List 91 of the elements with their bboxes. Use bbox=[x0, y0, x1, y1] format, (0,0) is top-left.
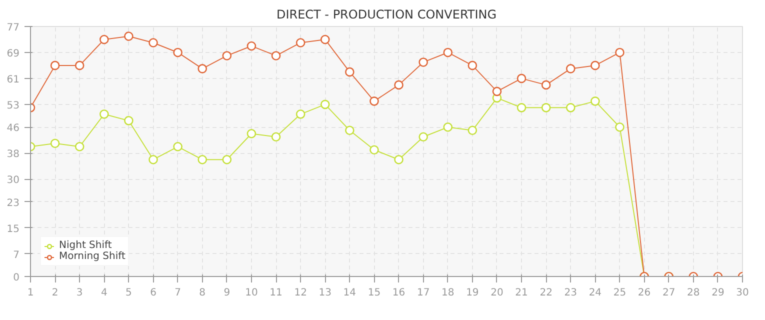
point bbox=[590, 60, 600, 70]
y-tick-label: 15 bbox=[6, 224, 20, 235]
point bbox=[320, 100, 330, 110]
x-tick-label: 1 bbox=[27, 288, 34, 298]
point bbox=[173, 48, 182, 58]
y-tick-label: 53 bbox=[6, 100, 20, 112]
x-tick-label: 27 bbox=[662, 288, 676, 298]
x-tick-label: 11 bbox=[270, 288, 282, 298]
y-tick-label: 69 bbox=[6, 48, 20, 60]
x-tick-label: 23 bbox=[564, 288, 578, 298]
point bbox=[246, 41, 256, 51]
point bbox=[271, 51, 281, 60]
x-tick-label: 9 bbox=[224, 288, 230, 298]
point bbox=[124, 116, 134, 126]
x-tick-label: 8 bbox=[199, 288, 206, 298]
x-tick-label: 22 bbox=[540, 288, 552, 298]
point bbox=[345, 67, 354, 77]
point bbox=[516, 103, 526, 112]
point bbox=[394, 154, 404, 164]
point bbox=[566, 103, 576, 112]
x-tick-label: 30 bbox=[736, 288, 749, 298]
point bbox=[148, 38, 158, 48]
x-tick-label: 29 bbox=[712, 288, 724, 298]
point bbox=[468, 126, 478, 136]
point bbox=[492, 86, 502, 96]
point bbox=[296, 38, 306, 48]
point bbox=[296, 110, 306, 119]
point bbox=[541, 80, 551, 90]
x-tick-label: 12 bbox=[294, 288, 307, 298]
x-tick-label: 2 bbox=[52, 288, 58, 298]
point bbox=[370, 96, 379, 106]
point bbox=[198, 154, 208, 164]
point bbox=[246, 129, 256, 138]
point bbox=[541, 103, 551, 112]
x-tick-label: 15 bbox=[368, 288, 381, 298]
y-tick-label: 30 bbox=[6, 175, 20, 186]
point bbox=[50, 60, 60, 70]
point bbox=[222, 51, 232, 60]
point bbox=[222, 154, 232, 164]
x-tick-label: 14 bbox=[343, 288, 356, 298]
x-tick-label: 3 bbox=[76, 288, 83, 298]
y-tick-label: 77 bbox=[6, 22, 20, 34]
point bbox=[124, 32, 134, 41]
x-tick-label: 7 bbox=[174, 288, 182, 298]
x-tick-label: 17 bbox=[416, 288, 430, 298]
point bbox=[173, 142, 182, 152]
point bbox=[566, 64, 576, 74]
x-tick-label: 16 bbox=[392, 288, 406, 298]
x-tick-label: 18 bbox=[442, 288, 454, 298]
x-tick-label: 19 bbox=[466, 288, 479, 298]
point bbox=[148, 154, 158, 164]
point bbox=[516, 74, 526, 84]
point bbox=[320, 34, 330, 44]
x-tick-label: 28 bbox=[687, 288, 700, 298]
point bbox=[100, 34, 109, 44]
legend-label: Night Shift bbox=[59, 240, 112, 251]
point bbox=[443, 122, 453, 132]
point bbox=[370, 145, 379, 155]
y-tick-label: 0 bbox=[13, 272, 20, 284]
point bbox=[100, 110, 109, 119]
x-tick-label: 13 bbox=[318, 288, 332, 298]
legend-label: Morning Shift bbox=[59, 251, 126, 262]
y-tick-label: 61 bbox=[6, 74, 20, 86]
x-tick-label: 26 bbox=[638, 288, 651, 298]
y-tick-label: 23 bbox=[6, 198, 20, 209]
y-tick-label: 7 bbox=[13, 250, 20, 261]
x-tick-label: 4 bbox=[100, 288, 108, 298]
x-tick-label: 25 bbox=[613, 288, 626, 298]
y-tick-label: 38 bbox=[6, 149, 20, 160]
point bbox=[271, 132, 281, 142]
point bbox=[74, 142, 84, 152]
x-tick-label: 6 bbox=[150, 288, 156, 298]
chart-title: DIRECT - PRODUCTION CONVERTING bbox=[276, 8, 497, 22]
y-tick-label: 46 bbox=[6, 123, 20, 134]
point bbox=[198, 64, 208, 74]
point bbox=[468, 60, 478, 70]
point bbox=[418, 132, 428, 142]
point bbox=[590, 96, 600, 106]
point bbox=[615, 122, 624, 132]
x-tick-label: 21 bbox=[515, 288, 528, 298]
x-tick-label: 20 bbox=[490, 288, 504, 298]
point bbox=[345, 126, 354, 136]
x-tick-label: 24 bbox=[588, 288, 602, 298]
point bbox=[418, 58, 428, 67]
point bbox=[394, 80, 404, 90]
x-tick-label: 10 bbox=[245, 288, 258, 298]
point bbox=[50, 138, 60, 148]
point bbox=[443, 48, 453, 58]
x-tick-label: 5 bbox=[126, 288, 132, 298]
point bbox=[74, 60, 84, 70]
point bbox=[615, 48, 624, 58]
